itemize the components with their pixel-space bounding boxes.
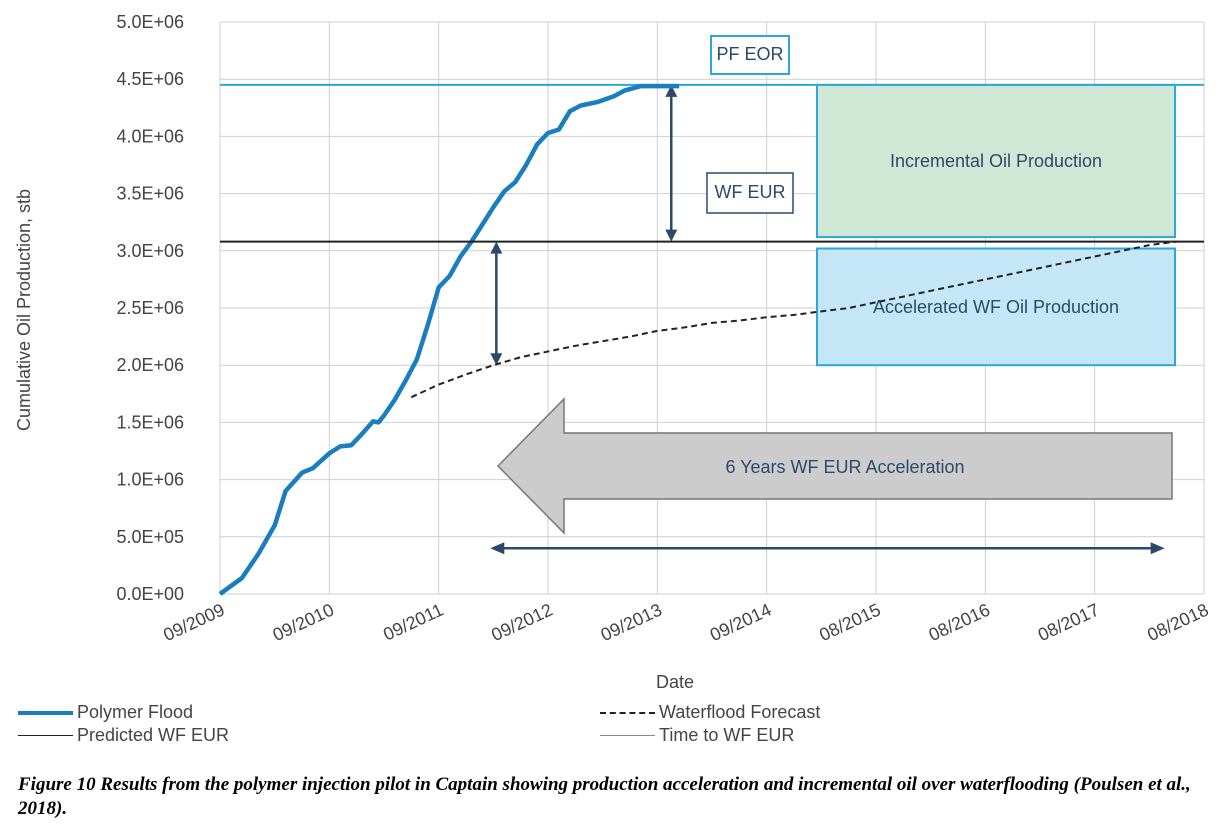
labels: Date Cumulative Oil Production, stb xyxy=(14,189,694,692)
y-tick-label: 2.0E+06 xyxy=(116,355,184,375)
legend-label-time-to-wf-eur: Time to WF EUR xyxy=(659,725,795,745)
cumulative-oil-chart: 0.0E+00 5.0E+05 1.0E+06 1.5E+06 2.0E+06 2.5E+… xyxy=(14,12,1212,692)
legend-waterflood-forecast: Waterflood Forecast xyxy=(600,702,820,723)
y-tick-label: 1.0E+06 xyxy=(116,470,184,490)
x-tick-label: 08/2017 xyxy=(1035,599,1102,645)
x-tick-label: 09/2013 xyxy=(598,599,665,645)
double-arrow-0-head-bottom xyxy=(665,229,678,242)
y-tick-label: 4.5E+06 xyxy=(116,69,184,89)
pf-eor-label: PF EOR xyxy=(716,44,783,64)
double-arrow-1-head-top xyxy=(490,241,503,254)
y-tick-label: 5.0E+05 xyxy=(116,527,184,547)
x-tick-label: 08/2018 xyxy=(1144,599,1211,645)
polymer-flood-series xyxy=(218,83,680,596)
legend-label-polymer-flood: Polymer Flood xyxy=(77,702,194,722)
double-arrow-0-head-top xyxy=(665,84,678,97)
x-tick-label: 09/2010 xyxy=(270,599,337,645)
legend-predicted-wf-eur: Predicted WF EUR xyxy=(18,725,229,746)
incremental-oil-box xyxy=(816,83,1176,239)
x-tick-label: 08/2015 xyxy=(816,599,883,645)
pf-eor-box xyxy=(710,35,790,75)
polymer-flood-swatch-icon xyxy=(18,710,73,715)
legend-polymer-flood: Polymer Flood xyxy=(18,702,193,723)
series xyxy=(218,83,1204,596)
x-tick-label: 09/2014 xyxy=(707,599,774,645)
x-axis-label: Date xyxy=(656,672,694,692)
legend-label-waterflood-forecast: Waterflood Forecast xyxy=(659,702,821,722)
wf-eur-acceleration-label: 6 Years WF EUR Acceleration xyxy=(725,457,964,477)
y-tick-label: 0.0E+00 xyxy=(116,584,184,604)
x-tick-label: 09/2011 xyxy=(380,599,446,644)
annotations: Incremental Oil Production Accelerated WF… xyxy=(220,35,1204,555)
wf-eur-acceleration-arrow xyxy=(496,397,1173,535)
accelerated-wf-box xyxy=(816,247,1176,367)
legend-label-predicted-wf-eur: Predicted WF EUR xyxy=(77,725,230,745)
waterflood-forecast-swatch-icon xyxy=(600,711,655,714)
horizontal-arrow-head-right xyxy=(1150,542,1165,555)
y-tick-label: 1.5E+06 xyxy=(116,412,184,432)
x-tick-label: 09/2012 xyxy=(488,599,555,645)
y-tick-label: 3.5E+06 xyxy=(116,184,184,204)
double-arrow-1-head-bottom xyxy=(490,353,503,366)
y-tick-label: 2.5E+06 xyxy=(116,298,184,318)
y-tick-label: 5.0E+06 xyxy=(116,12,184,32)
y-tick-label: 4.0E+06 xyxy=(116,126,184,146)
y-axis-label: Cumulative Oil Production, stb xyxy=(14,189,34,431)
x-axis-ticks: 09/2009 09/2010 09/2011 09/2012 09/2013 09/20… xyxy=(160,599,1211,645)
waterflood-forecast-series xyxy=(410,240,1177,399)
accelerated-wf-label: Accelerated WF Oil Production xyxy=(873,297,1119,317)
x-tick-label: 09/2009 xyxy=(160,599,227,645)
x-tick-label: 08/2016 xyxy=(926,599,993,645)
horizontal-arrow-head-left xyxy=(490,542,505,555)
wf-eur-label: WF EUR xyxy=(715,182,786,202)
incremental-oil-label: Incremental Oil Production xyxy=(890,151,1102,171)
time-to-wf-eur-swatch-icon xyxy=(600,735,655,736)
legend-time-to-wf-eur: Time to WF EUR xyxy=(600,725,794,746)
predicted-wf-eur-swatch-icon xyxy=(18,735,73,736)
wf-eur-box xyxy=(706,172,794,214)
y-tick-label: 3.0E+06 xyxy=(116,241,184,261)
figure-caption: Figure 10 Results from the polymer injec… xyxy=(18,774,1191,819)
y-axis-ticks: 0.0E+00 5.0E+05 1.0E+06 1.5E+06 2.0E+06 2.5E+… xyxy=(116,12,184,604)
